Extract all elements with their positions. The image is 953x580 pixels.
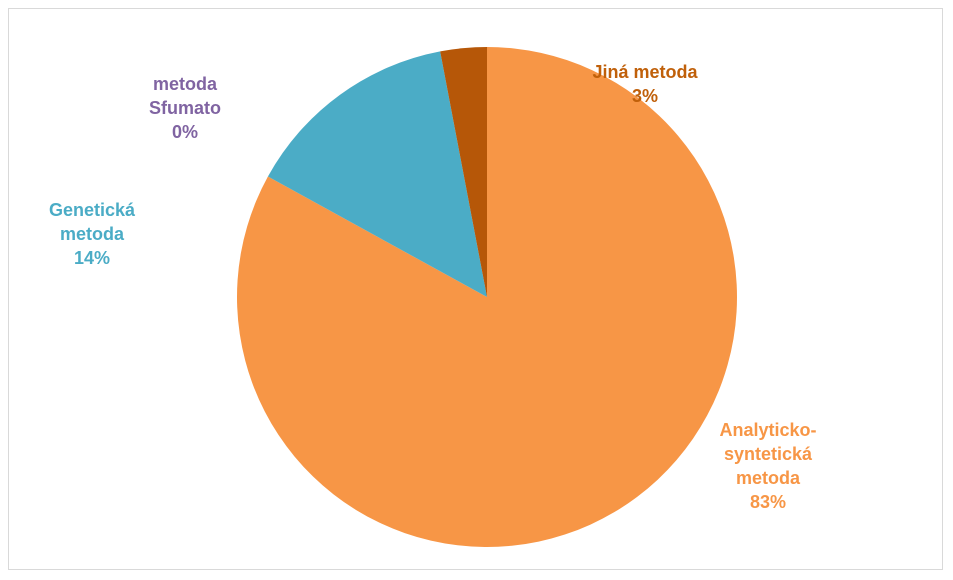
label-name: Analyticko-syntetická metoda bbox=[719, 420, 817, 488]
label-name: metoda Sfumato bbox=[149, 74, 221, 118]
pie-slice bbox=[237, 47, 738, 548]
label-name: Jiná metoda bbox=[592, 62, 698, 82]
data-label: Jiná metoda 3% bbox=[560, 60, 730, 108]
label-value: 3% bbox=[631, 86, 658, 106]
data-label: Analyticko-syntetická metoda 83% bbox=[693, 418, 843, 514]
data-label: Genetická metoda 14% bbox=[27, 198, 157, 270]
chart-frame bbox=[8, 8, 943, 570]
label-value: 14% bbox=[73, 248, 111, 268]
data-label: metoda Sfumato 0% bbox=[120, 72, 250, 144]
label-value: 0% bbox=[171, 122, 198, 142]
pie-slice bbox=[267, 51, 487, 297]
label-name: Genetická metoda bbox=[48, 200, 136, 244]
label-value: 83% bbox=[749, 492, 787, 512]
pie-slice bbox=[440, 47, 487, 297]
